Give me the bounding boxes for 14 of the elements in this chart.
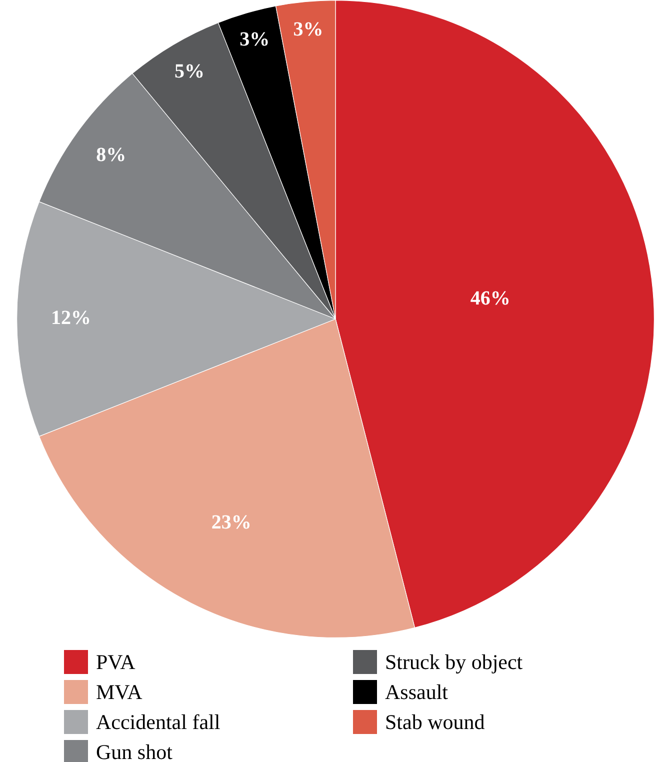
- legend-label: MVA: [96, 680, 142, 704]
- legend-label: PVA: [96, 650, 136, 674]
- legend-label: Accidental fall: [96, 710, 220, 734]
- data-label: 5%: [174, 60, 204, 82]
- data-label: 3%: [240, 28, 270, 51]
- legend-label: Gun shot: [96, 740, 172, 762]
- legend-label: Assault: [385, 680, 448, 704]
- legend-label: Struck by object: [385, 650, 523, 674]
- legend-label: Stab wound: [385, 710, 485, 734]
- data-label: 46%: [470, 288, 510, 310]
- data-label: 12%: [50, 307, 91, 330]
- data-label: 8%: [96, 144, 126, 166]
- data-label: 3%: [293, 18, 324, 40]
- data-label: 23%: [211, 512, 252, 534]
